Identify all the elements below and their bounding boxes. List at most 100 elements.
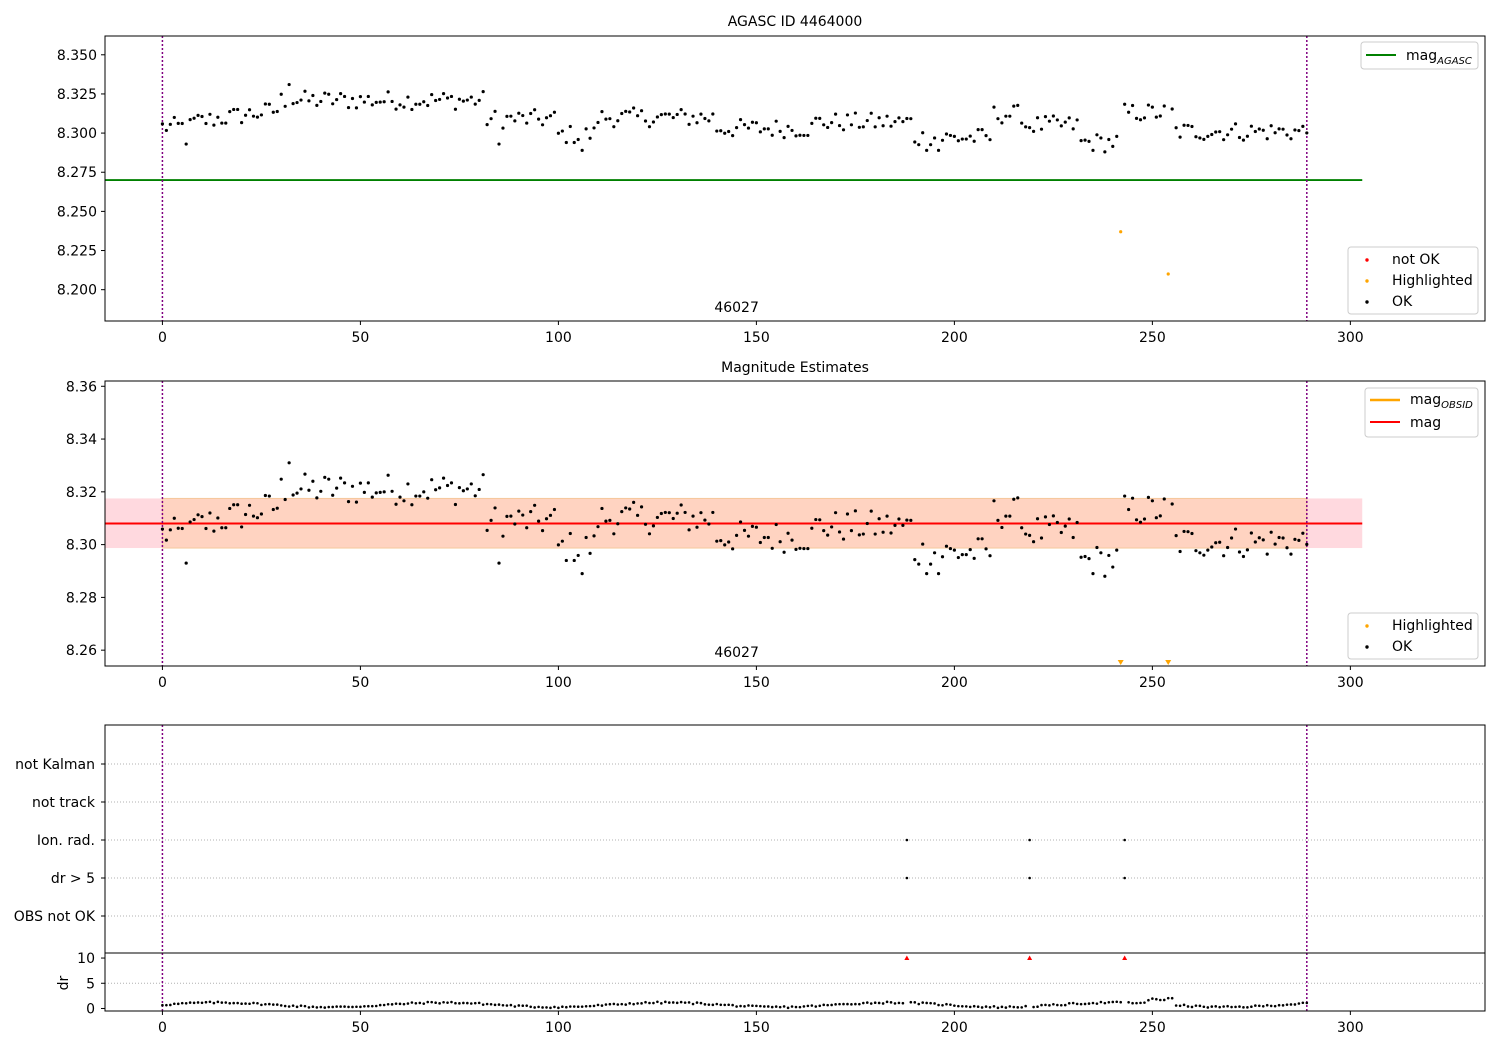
dr-point	[196, 1001, 200, 1004]
ok-point	[168, 528, 172, 532]
panel-4-x-ticks: 0 50 100 150 200 250 300	[158, 1011, 1364, 1036]
highlighted-point	[1119, 230, 1123, 234]
ok-point	[1051, 114, 1055, 118]
highlighted-offscale-marker	[1165, 660, 1172, 665]
ok-point	[382, 100, 386, 104]
ok-point	[1273, 542, 1277, 546]
ok-point	[972, 139, 976, 143]
ok-point	[1194, 135, 1198, 139]
ok-point	[786, 531, 790, 535]
ok-point	[734, 533, 739, 537]
ok-point	[1226, 545, 1230, 550]
dr-point	[988, 1005, 992, 1009]
ok-point	[568, 124, 572, 129]
ok-point	[1115, 548, 1119, 552]
ok-point	[398, 495, 402, 499]
ok-point	[255, 115, 260, 119]
dr-point	[723, 1003, 727, 1007]
ok-point	[1083, 554, 1087, 559]
dr-point	[1174, 1004, 1178, 1007]
ok-point	[513, 119, 517, 123]
ok-point	[497, 142, 501, 146]
ok-point	[263, 102, 267, 106]
ok-point	[1107, 137, 1111, 142]
ok-point	[386, 90, 390, 94]
ok-point	[259, 113, 264, 117]
ok-point	[1028, 533, 1032, 537]
ok-point	[1182, 529, 1186, 534]
ok-point	[1253, 540, 1257, 544]
dr-point	[236, 1001, 239, 1005]
ok-point	[422, 490, 426, 494]
ok-point	[719, 129, 723, 133]
dr-point	[1206, 1006, 1210, 1009]
ok-point	[164, 538, 168, 542]
dr-point	[529, 1005, 532, 1009]
legend-obsid-label: magOBSID	[1410, 392, 1473, 411]
dr-point	[612, 1002, 616, 1006]
legend-ok-marker	[1365, 300, 1369, 304]
dr-clipped-marker	[904, 955, 910, 961]
ok-point	[1257, 536, 1261, 540]
dr-point	[216, 1000, 220, 1004]
ok-point	[1269, 530, 1273, 534]
ok-point	[513, 522, 517, 526]
ok-point	[212, 529, 216, 533]
ok-point	[168, 122, 172, 126]
ok-point	[1142, 116, 1147, 120]
ok-point	[837, 123, 842, 128]
ok-point	[331, 102, 335, 106]
ok-point	[893, 523, 897, 527]
ok-point	[865, 521, 869, 526]
ok-point	[263, 493, 267, 498]
dr-point	[1067, 1001, 1071, 1005]
legend-ok-marker	[1365, 645, 1369, 649]
ok-point	[568, 531, 572, 536]
ok-point	[354, 500, 359, 504]
ok-point	[762, 127, 766, 131]
dr-point	[679, 1000, 683, 1004]
dr-point	[632, 1002, 635, 1006]
ok-point	[758, 130, 762, 134]
legend-obsid-sub: OBSID	[1441, 400, 1473, 411]
ok-point	[354, 106, 359, 110]
dr-point	[370, 1004, 374, 1008]
ok-point	[639, 505, 644, 509]
ok-point	[1261, 538, 1265, 542]
ok-point	[540, 529, 545, 533]
ok-point	[1273, 131, 1277, 135]
ok-point	[1075, 520, 1079, 525]
ok-point	[243, 512, 248, 517]
ok-point	[960, 137, 964, 141]
dr-point	[854, 1002, 857, 1006]
ok-point	[548, 114, 553, 118]
legend-ok-label: OK	[1392, 294, 1413, 310]
ok-point	[758, 540, 762, 545]
y-tick-label: 8.325	[57, 87, 97, 103]
ok-point	[667, 112, 671, 116]
dr-point	[481, 1003, 485, 1006]
ok-point	[786, 124, 790, 128]
ok-point	[770, 546, 774, 550]
dr-point	[517, 1004, 521, 1007]
ok-point	[477, 98, 481, 102]
ok-point	[980, 537, 984, 541]
ok-point	[1107, 553, 1111, 558]
ok-point	[873, 125, 877, 129]
dr-point	[1238, 1005, 1241, 1008]
ok-point	[1281, 127, 1285, 131]
ok-point	[921, 542, 925, 546]
dr-point	[1107, 1000, 1111, 1004]
ok-point	[394, 502, 398, 506]
dr-point	[382, 1003, 386, 1007]
dr-point	[224, 1001, 228, 1004]
legend-ok-label: OK	[1392, 639, 1413, 655]
ok-point	[220, 526, 224, 530]
ok-point	[1134, 116, 1139, 120]
dr-point	[1016, 1006, 1020, 1009]
ok-point	[438, 486, 442, 490]
ok-point	[469, 95, 473, 99]
ok-point	[350, 96, 355, 101]
ok-point	[406, 95, 410, 99]
ok-point	[1170, 107, 1174, 111]
